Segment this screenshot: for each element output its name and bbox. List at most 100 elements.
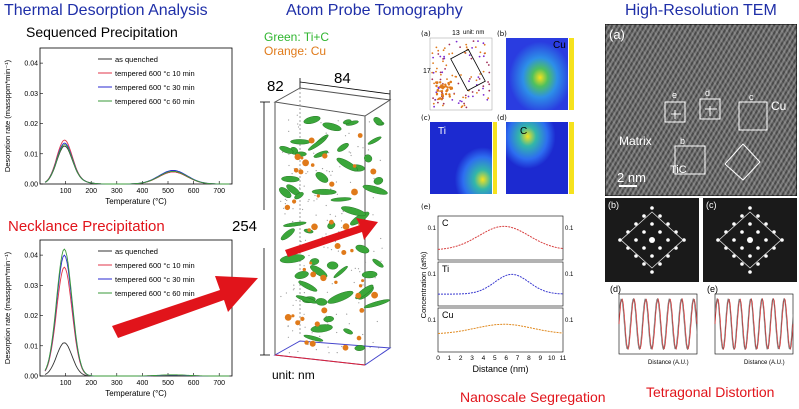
fft-spot [748,222,752,226]
tds-x-tick: 500 [162,380,174,387]
apt-arrow-red [285,218,378,257]
fft-spot [756,230,760,234]
tds-legend-label: as quenched [115,247,158,256]
apt-e-tick-right: 0.1 [565,226,574,232]
apt-e-frame [437,261,564,307]
tem-panel-d: (d) [610,284,621,294]
tds-y-tick: 0.00 [24,374,38,381]
apt-e-xtick: 2 [459,355,463,362]
fft-spot [658,262,662,266]
tds-legend-label: tempered 600 °c 60 min [115,289,195,298]
tds-series-line [44,144,230,185]
apt-panel-a: (a) [421,30,431,38]
tds-x-tick: 300 [111,380,123,387]
tds-ylabel: Desorption rate (massppm*min⁻¹) [3,251,12,364]
fft-spot [756,246,760,250]
fft-spot [642,230,646,234]
apt-e-ylabel: Concentration (at%) [420,251,428,318]
tds-y-tick: 0.02 [24,313,38,320]
apt-e-frame [437,215,564,261]
fft-spot [650,270,654,274]
tds-legend-label: tempered 600 °c 30 min [115,83,195,92]
apt-e-xtick: 10 [548,355,556,362]
fft-spot [716,238,720,242]
apt-b-elem: Cu [553,40,566,51]
fft-spot [618,238,622,242]
tds-y-tick: 0.01 [24,151,38,158]
fft-spot [764,254,768,258]
fft-spot [658,214,662,218]
tds-y-tick: 0.03 [24,283,38,290]
apt-e-series [438,273,564,295]
tds-series-line [44,248,230,377]
tds-x-tick: 200 [85,188,97,195]
fft-spot [666,238,670,242]
apt-a-unit: unit: nm [463,30,485,36]
tds-x-tick: 700 [213,188,225,195]
fft-spot [732,254,736,258]
apt-e-xtick: 6 [504,355,508,362]
fft-spot [658,246,662,250]
apt-a-17: 17 [423,68,431,75]
fft-spot [748,270,752,274]
tds-top-chart: 100 200 300 400 500 600 700 0.00 0.01 0.02 0.03 0.0… [3,47,233,206]
tem-panel-e: (e) [707,284,718,294]
fft-spot [666,222,670,226]
fft-spot [764,238,768,242]
tds-x-tick: 300 [111,188,123,195]
tds-ylabel: Desorption rate (massppm*min⁻¹) [3,59,12,172]
tds-y-tick: 0.04 [24,61,38,68]
apt-panel-b: (b) [497,30,507,38]
apt-profile-chart: C 0.1 0.1 Ti 0.1 0.1 Cu 0.1 0.1 0 1 2 3 4 5 6 7 8 9 10 11 Dis… [420,215,574,374]
tem-profile-series [714,297,794,351]
apt-maps [429,37,574,194]
tem-d-xlabel: Distance (A.U.) [648,360,689,366]
fft-spot [634,254,638,258]
apt-dim-254: 254 [232,218,258,235]
apt-caption: Nanoscale Segregation [460,389,606,405]
fft-spot [650,206,654,210]
fft-spot [740,246,744,250]
fft-spot [642,214,646,218]
tds-x-tick: 400 [137,380,149,387]
tds-y-tick: 0.02 [24,121,38,128]
tds-legend-label: as quenched [115,55,158,64]
fft-spot [642,246,646,250]
tem-label-matrix: Matrix [619,134,652,148]
apt-e-xtick: 3 [470,355,474,362]
tds-bottom-chart: 100 200 300 400 500 600 700 0.00 0.01 0.02 0.03 0.0… [3,239,233,398]
apt-e-tick: 0.1 [428,226,437,232]
fft-spot [764,222,768,226]
tem-box-c: c [749,92,754,102]
tds-x-tick: 100 [60,188,72,195]
tds-y-tick: 0.04 [24,253,38,260]
fft-spot [666,254,670,258]
apt-e-xtick: 11 [560,355,567,362]
apt-a-13: 13 [452,30,460,37]
fft-spot [649,237,655,243]
tds-top-title: Sequenced Precipitation [26,24,178,40]
tds-x-tick: 600 [188,188,200,195]
apt-c-elem: Ti [438,126,446,137]
tem-box-d: d [705,88,711,98]
tds-xlabel: Temperature (°C) [105,389,167,398]
tds-x-tick: 100 [60,380,72,387]
apt-e-xtick: 9 [538,355,542,362]
tds-to-apt-arrow [112,276,258,338]
tds-legend-label: tempered 600 °c 60 min [115,97,195,106]
tem-caption: Tetragonal Distortion [646,384,775,400]
apt-e-xlabel: Distance (nm) [472,364,528,374]
tem-panel-c: (c) [706,200,717,210]
apt-e-series [437,225,564,250]
tds-y-tick: 0.01 [24,343,38,350]
apt-e-series [437,323,564,334]
fft-spot [634,238,638,242]
tds-xlabel: Temperature (°C) [105,197,167,206]
tds-legend-label: tempered 600 °c 10 min [115,261,195,270]
apt-panel-c: (c) [421,114,431,122]
tds-bottom-title: Necklance Precipitation [8,218,165,235]
apt-d-elem: C [520,126,528,137]
fft-spot [658,230,662,234]
tem-profile-series [618,298,698,351]
tem-image [605,24,797,196]
